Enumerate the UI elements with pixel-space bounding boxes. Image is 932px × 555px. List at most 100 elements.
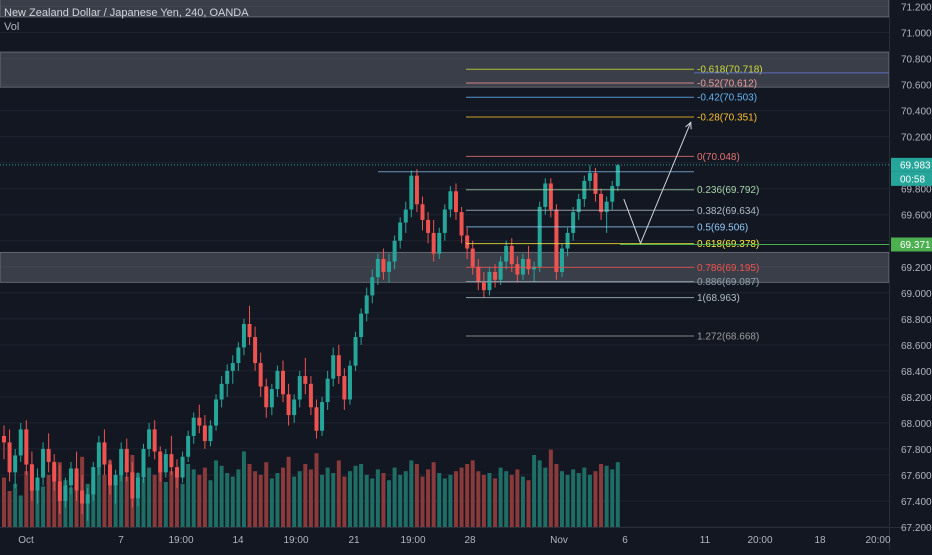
volume-bar — [163, 482, 168, 527]
projection-path[interactable] — [623, 121, 692, 245]
volume-bar — [46, 474, 51, 527]
volume-bar — [504, 471, 509, 527]
price-tick-label: 70.400 — [901, 107, 932, 118]
volume-bar — [236, 469, 241, 527]
volume-bar — [593, 471, 598, 527]
candle-body — [370, 277, 375, 296]
candle-body — [470, 248, 475, 267]
projection-path-line[interactable] — [623, 122, 692, 245]
time-axis[interactable]: Oct 7 19:00 14 19:00 21 19:00 28 Nov 6 11 20:00 18 20… — [18, 535, 891, 546]
candle-body — [498, 261, 503, 280]
volume-bar — [426, 469, 431, 527]
volume-indicator-label[interactable]: Vol — [4, 21, 20, 33]
volume-bar — [576, 473, 581, 527]
price-axis[interactable]: 71.20071.00070.80070.60070.40070.20070.0… — [901, 3, 932, 534]
candle-body — [163, 454, 168, 473]
candle-body — [74, 468, 79, 491]
fib-level-label: 0.236(69.792) — [697, 185, 759, 196]
fib-level-label: 0(70.048) — [697, 152, 740, 163]
price-tick-label: 68.800 — [901, 315, 932, 326]
volume-bar — [615, 462, 620, 527]
fib-level-label: -0.52(70.612) — [697, 79, 757, 90]
price-tick-label: 67.800 — [901, 445, 932, 456]
candle-body — [336, 355, 341, 377]
candle-body — [281, 370, 285, 395]
time-tick-label: 11 — [700, 535, 711, 546]
candle-body — [426, 219, 431, 233]
volume-bar — [18, 495, 23, 527]
volume-bar — [347, 471, 352, 527]
volume-bar — [308, 469, 313, 527]
volume-bar — [554, 464, 559, 527]
price-tick-label: 70.200 — [901, 133, 932, 144]
candle-body — [465, 235, 470, 249]
volume-bar — [102, 474, 107, 527]
candle-body — [548, 183, 553, 210]
candle-body — [481, 282, 486, 291]
candle-body — [420, 204, 425, 220]
candle-body — [258, 363, 263, 387]
volume-bar — [186, 464, 191, 527]
candle-body — [141, 448, 146, 478]
time-tick-label: 20:00 — [747, 535, 772, 546]
candle-body — [509, 245, 514, 265]
candle-body — [174, 467, 179, 478]
candle-body — [102, 442, 107, 465]
candle-body — [453, 191, 458, 213]
candle-body — [520, 258, 525, 275]
price-tick-label: 70.600 — [901, 81, 932, 92]
candle-body — [236, 347, 241, 364]
volume-bar — [599, 464, 604, 527]
price-zone[interactable] — [0, 51, 890, 88]
candle-body — [208, 425, 213, 442]
volume-bar — [420, 476, 425, 527]
volume-bar — [453, 471, 458, 527]
volume-bar — [387, 480, 392, 527]
volume-bar — [124, 476, 129, 527]
candle-body — [431, 232, 436, 254]
price-tick-label: 67.400 — [901, 497, 932, 508]
volume-bar — [587, 474, 592, 527]
volume-bar — [292, 476, 297, 527]
price-tick-label: 70.800 — [901, 55, 932, 66]
volume-bar — [264, 462, 269, 527]
time-tick-label: 21 — [348, 535, 360, 546]
volume-bar — [470, 460, 475, 527]
volume-bar — [448, 474, 453, 527]
fib-level-label: 1.272(68.668) — [697, 331, 759, 342]
candle-body — [169, 454, 174, 468]
countdown-label-bg — [891, 171, 932, 186]
time-tick-label: Nov — [550, 535, 568, 546]
candle-body — [320, 402, 325, 431]
volume-bar — [375, 469, 380, 527]
volume-bar — [331, 473, 336, 527]
candle-body — [41, 448, 46, 478]
volume-bar — [498, 467, 503, 527]
price-tick-label: 69.600 — [901, 211, 932, 222]
horizontal-lines[interactable] — [0, 72, 889, 246]
candle-body — [85, 494, 90, 504]
candle-body — [599, 193, 604, 213]
fib-level-label: 0.786(69.195) — [697, 263, 759, 274]
projection-arrowhead — [685, 121, 692, 130]
candle-body — [80, 490, 85, 504]
candle-body — [29, 464, 34, 491]
candle-body — [526, 258, 531, 270]
volume-bar — [297, 471, 302, 527]
fibonacci-retracement[interactable]: -0.618(70.718) -0.52(70.612) -0.42(70.503)… — [466, 65, 763, 343]
fib-level-label: 1(68.963) — [697, 293, 740, 304]
volume-bar — [571, 469, 576, 527]
volume-bar — [24, 471, 29, 527]
candle-body — [604, 201, 609, 213]
fib-level-label: -0.28(70.351) — [697, 112, 757, 123]
candle-body — [57, 481, 62, 501]
candle-body — [392, 240, 397, 262]
volume-bar — [476, 471, 481, 527]
candle-body — [24, 429, 29, 465]
volume-bar — [515, 469, 520, 527]
candle-body — [532, 266, 537, 270]
current-price-label-bg — [891, 157, 932, 172]
symbol-title[interactable]: New Zealand Dollar / Japanese Yen, 240, … — [4, 7, 249, 19]
